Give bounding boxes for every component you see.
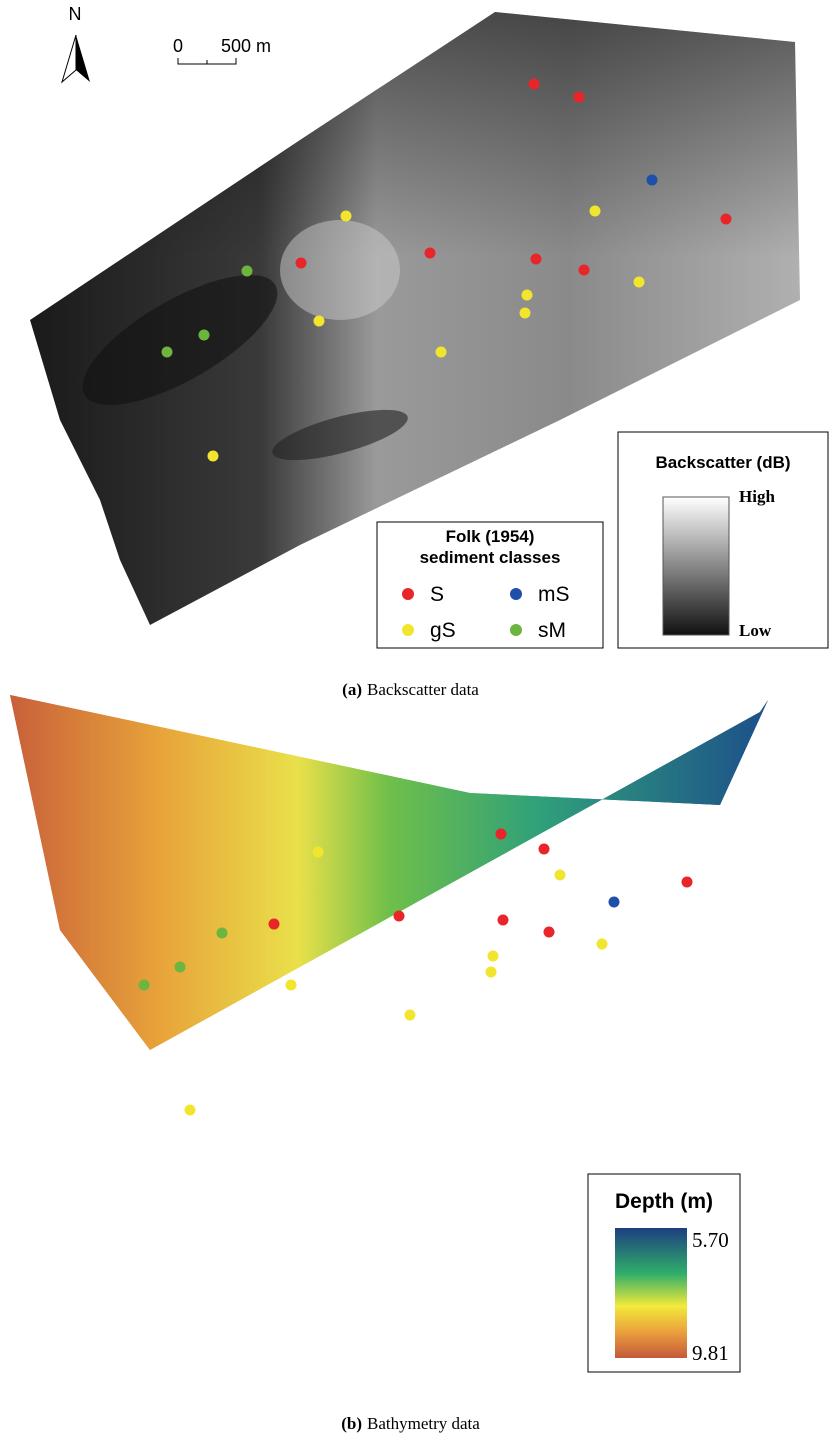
legend-label: S <box>430 583 444 606</box>
sample-point <box>555 870 566 881</box>
sample-point <box>162 347 173 358</box>
legend-swatch <box>510 588 522 600</box>
sample-point <box>531 254 542 265</box>
north-label: N <box>69 4 82 24</box>
legend-title: Backscatter (dB) <box>655 453 790 472</box>
legend-top: 5.70 <box>692 1228 729 1252</box>
legend-high: High <box>739 487 775 506</box>
sample-point <box>175 962 186 973</box>
sample-point <box>405 1010 416 1021</box>
sample-point <box>217 928 228 939</box>
depth-legend: Depth (m) 5.70 9.81 <box>588 1174 740 1372</box>
legend-label: gS <box>430 619 456 642</box>
legend-label: mS <box>538 583 570 606</box>
sample-point <box>579 265 590 276</box>
sample-point <box>269 919 280 930</box>
figure: N 0 500 m Folk (1954) sediment classes S… <box>0 0 835 1445</box>
sample-point <box>425 248 436 259</box>
legend-swatch <box>402 624 414 636</box>
sample-point <box>242 266 253 277</box>
legend-low: Low <box>739 621 772 640</box>
sample-point <box>574 92 585 103</box>
legend-title: sediment classes <box>420 548 561 567</box>
legend-title: Depth (m) <box>615 1190 713 1213</box>
sample-point <box>647 175 658 186</box>
scale-bar: 0 500 m <box>173 36 271 64</box>
sample-point <box>496 829 507 840</box>
legend-swatch <box>510 624 522 636</box>
legend-title: Folk (1954) <box>446 527 535 546</box>
legend-label: sM <box>538 619 566 642</box>
sample-point <box>139 980 150 991</box>
sample-point <box>208 451 219 462</box>
sample-point <box>486 967 497 978</box>
sample-point <box>436 347 447 358</box>
backscatter-legend: Backscatter (dB) High Low <box>618 432 828 648</box>
caption-text: Bathymetry data <box>367 1414 480 1433</box>
sample-point <box>609 897 620 908</box>
sediment-legend: Folk (1954) sediment classes S mS gS sM <box>377 522 603 648</box>
sample-point <box>394 911 405 922</box>
caption-label: (a) <box>342 680 362 699</box>
caption-label: (b) <box>341 1414 362 1433</box>
sample-point <box>539 844 550 855</box>
bathymetry-map <box>10 590 768 1050</box>
sample-point <box>498 915 509 926</box>
legend-bottom: 9.81 <box>692 1341 729 1365</box>
sample-point <box>314 316 325 327</box>
sample-point <box>721 214 732 225</box>
sample-point <box>286 980 297 991</box>
sample-point <box>341 211 352 222</box>
sample-point <box>597 939 608 950</box>
sample-point <box>199 330 210 341</box>
sample-point <box>520 308 531 319</box>
legend-swatch <box>402 588 414 600</box>
sample-point <box>544 927 555 938</box>
sample-point <box>313 847 324 858</box>
scale-end: 500 m <box>221 36 271 56</box>
sample-point <box>296 258 307 269</box>
sample-point <box>529 79 540 90</box>
north-arrow: N <box>62 4 90 82</box>
sample-point <box>522 290 533 301</box>
scale-start: 0 <box>173 36 183 56</box>
sample-point <box>185 1105 196 1116</box>
sample-point <box>590 206 601 217</box>
sample-point <box>488 951 499 962</box>
sample-point <box>682 877 693 888</box>
sample-point <box>634 277 645 288</box>
caption-text: Backscatter data <box>367 680 479 699</box>
